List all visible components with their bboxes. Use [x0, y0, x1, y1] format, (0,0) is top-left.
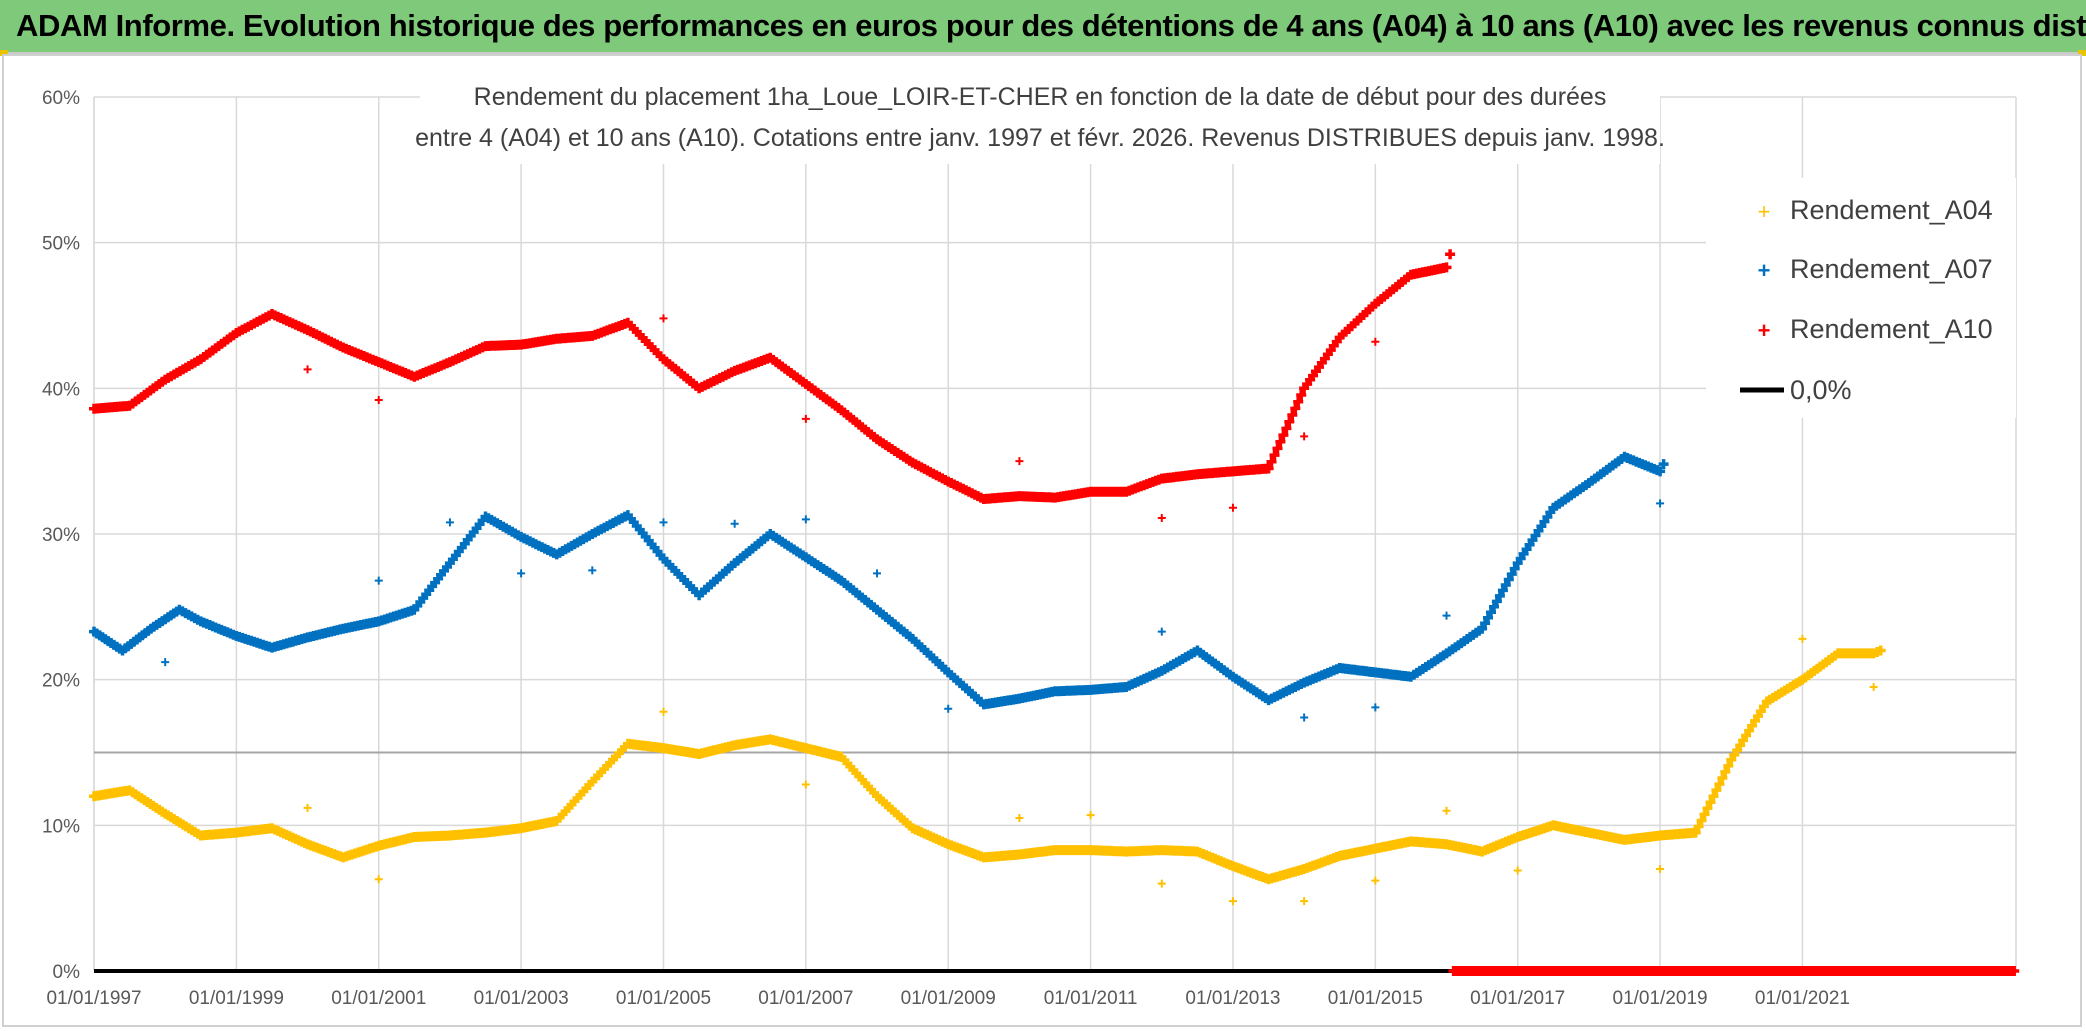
legend-label-zero: 0,0%	[1790, 375, 1852, 405]
outlier-point-a04	[1371, 876, 1380, 885]
corner-mark-left	[0, 50, 8, 56]
legend-marker-a07: +	[1758, 258, 1771, 283]
report-title: ADAM Informe. Evolution historique des p…	[16, 8, 2086, 43]
outlier-point-a07	[659, 518, 668, 527]
legend-marker-a10: +	[1758, 318, 1771, 343]
outlier-point-a04	[659, 707, 668, 716]
outlier-point-a04	[1656, 865, 1665, 874]
outlier-point-a07	[1300, 713, 1309, 722]
series-a04-markers	[89, 645, 1886, 885]
outlier-point-a07	[1656, 499, 1665, 508]
outlier-point-a10	[801, 414, 810, 423]
x-tick-label: 01/01/2021	[1755, 988, 1850, 1009]
y-tick-label: 40%	[42, 379, 80, 400]
outlier-point-a04	[1015, 814, 1024, 823]
outlier-point-a04	[801, 780, 810, 789]
series-a10-zero-markers	[1448, 966, 2020, 976]
series-a10-markers	[89, 249, 1456, 504]
outlier-point-a04	[1300, 897, 1309, 906]
outlier-point-a10	[1015, 457, 1024, 466]
corner-mark-right	[2078, 50, 2086, 56]
x-tick-label: 01/01/2001	[331, 988, 426, 1009]
x-tick-label: 01/01/2013	[1185, 988, 1280, 1009]
report-banner: ADAM Informe. Evolution historique des p…	[0, 0, 2086, 54]
x-tick-label: 01/01/2015	[1328, 988, 1423, 1009]
outlier-point-a04	[1442, 806, 1451, 815]
outlier-point-a07	[730, 519, 739, 528]
outlier-point-a07	[161, 658, 170, 667]
outlier-point-a10	[303, 365, 312, 374]
chart-title-line-1: Rendement du placement 1ha_Loue_LOIR-ET-…	[474, 83, 1607, 111]
outlier-point-a10	[1228, 503, 1237, 512]
x-tick-label: 01/01/2019	[1613, 988, 1708, 1009]
y-tick-label: 30%	[42, 525, 80, 546]
outlier-point-a04	[374, 875, 383, 884]
outlier-point-a04	[1086, 811, 1095, 820]
outlier-point-a10	[659, 314, 668, 323]
y-tick-label: 50%	[42, 234, 80, 255]
x-tick-label: 01/01/2003	[474, 988, 569, 1009]
y-axis-ticks: 0% 10% 20% 30% 40% 50% 60%	[42, 88, 80, 983]
outlier-point-a10	[1157, 513, 1166, 522]
outlier-point-a04	[1798, 634, 1807, 643]
legend-label-a10: Rendement_A10	[1790, 314, 1993, 344]
outlier-point-a10	[1371, 337, 1380, 346]
series-group	[89, 249, 2020, 976]
outlier-point-a07	[1157, 627, 1166, 636]
outlier-point-a04	[1513, 866, 1522, 875]
outlier-point-a07	[1371, 703, 1380, 712]
x-tick-label: 01/01/1999	[189, 988, 284, 1009]
legend-label-a04: Rendement_A04	[1790, 195, 1993, 225]
outlier-point-a07	[517, 569, 526, 578]
legend: + Rendement_A04 + Rendement_A07 + Rendem…	[1706, 178, 2016, 418]
x-tick-label: 01/01/2017	[1470, 988, 1565, 1009]
x-tick-label: 01/01/1997	[46, 988, 141, 1009]
outlier-point-a07	[873, 569, 882, 578]
outlier-point-a04	[1869, 682, 1878, 691]
x-tick-label: 01/01/2005	[616, 988, 711, 1009]
legend-background	[1706, 178, 2016, 418]
outlier-point-a04	[303, 803, 312, 812]
chart-title-background	[420, 78, 1660, 164]
outlier-point-a07	[445, 518, 454, 527]
y-tick-label: 10%	[42, 816, 80, 837]
series-a07-markers	[89, 451, 1669, 710]
outlier-point-a07	[588, 566, 597, 575]
y-tick-label: 0%	[53, 962, 81, 983]
y-tick-label: 20%	[42, 671, 80, 692]
x-axis-ticks: 01/01/1997 01/01/1999 01/01/2001 01/01/2003…	[46, 988, 1850, 1009]
outlier-point-a07	[1442, 611, 1451, 620]
x-tick-label: 01/01/2007	[758, 988, 853, 1009]
outlier-point-a07	[374, 576, 383, 585]
chart-title-line-2: entre 4 (A04) et 10 ans (A10). Cotations…	[415, 124, 1665, 152]
legend-label-a07: Rendement_A07	[1790, 254, 1993, 284]
outlier-point-a04	[1228, 897, 1237, 906]
outlier-point-a04	[1157, 879, 1166, 888]
legend-marker-a04: +	[1758, 199, 1771, 224]
outlier-point-a10	[374, 395, 383, 404]
x-tick-label: 01/01/2011	[1044, 988, 1138, 1009]
outlier-point-a10	[1300, 432, 1309, 441]
chart-frame	[2, 54, 2082, 1027]
outlier-point-a07	[801, 515, 810, 524]
x-tick-label: 01/01/2009	[901, 988, 996, 1009]
chart-title-box: Rendement du placement 1ha_Loue_LOIR-ET-…	[415, 78, 1665, 164]
y-tick-label: 60%	[42, 88, 80, 109]
outlier-point-a07	[944, 704, 953, 713]
